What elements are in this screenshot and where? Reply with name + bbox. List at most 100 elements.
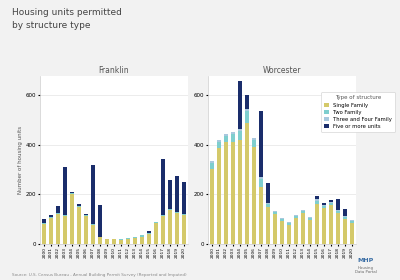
Bar bbox=[308, 218, 312, 220]
Bar bbox=[301, 210, 305, 211]
Bar bbox=[315, 204, 319, 244]
Bar bbox=[42, 219, 46, 223]
Bar bbox=[350, 221, 354, 223]
Bar bbox=[160, 216, 165, 244]
Bar bbox=[259, 178, 263, 179]
Bar bbox=[252, 147, 256, 244]
Bar bbox=[342, 216, 347, 217]
Bar bbox=[56, 214, 60, 244]
Bar bbox=[133, 238, 137, 244]
Bar bbox=[238, 129, 242, 131]
Bar bbox=[336, 211, 340, 213]
Bar bbox=[294, 218, 298, 244]
Bar bbox=[147, 233, 151, 234]
Bar bbox=[70, 192, 74, 193]
Bar bbox=[70, 193, 74, 194]
Bar bbox=[98, 237, 102, 244]
Bar bbox=[322, 208, 326, 244]
Bar bbox=[245, 109, 249, 111]
Bar bbox=[140, 235, 144, 237]
Text: MHP: MHP bbox=[358, 258, 374, 263]
Bar bbox=[49, 217, 54, 218]
Bar bbox=[63, 167, 68, 215]
Bar bbox=[154, 223, 158, 244]
Bar bbox=[126, 238, 130, 239]
Bar bbox=[91, 224, 95, 225]
Bar bbox=[63, 216, 68, 244]
Bar bbox=[174, 213, 179, 244]
Bar bbox=[280, 218, 284, 220]
Bar bbox=[210, 169, 214, 244]
Bar bbox=[287, 222, 291, 223]
Bar bbox=[126, 239, 130, 244]
Bar bbox=[210, 163, 214, 169]
Bar bbox=[231, 134, 236, 142]
Bar bbox=[273, 212, 277, 214]
Bar bbox=[245, 111, 249, 123]
Bar bbox=[287, 223, 291, 225]
Bar bbox=[266, 203, 270, 204]
Bar bbox=[245, 95, 249, 109]
Bar bbox=[182, 215, 186, 244]
Bar bbox=[217, 148, 222, 244]
Bar bbox=[231, 132, 236, 134]
Bar bbox=[98, 205, 102, 237]
Text: Source: U.S. Census Bureau - Annual Building Permit Survey (Reported and Imputed: Source: U.S. Census Bureau - Annual Buil… bbox=[12, 273, 187, 277]
Bar bbox=[217, 140, 222, 142]
Bar bbox=[308, 217, 312, 218]
Bar bbox=[322, 203, 326, 205]
Bar bbox=[280, 220, 284, 221]
Bar bbox=[174, 176, 179, 212]
Bar bbox=[259, 179, 263, 187]
Bar bbox=[91, 165, 95, 224]
Bar bbox=[133, 237, 137, 238]
Bar bbox=[77, 207, 81, 244]
Text: Housing
Data Portal: Housing Data Portal bbox=[355, 266, 377, 274]
Bar bbox=[350, 220, 354, 221]
Bar bbox=[119, 239, 123, 240]
Bar bbox=[168, 179, 172, 209]
Bar bbox=[42, 224, 46, 244]
Bar bbox=[147, 231, 151, 233]
Bar bbox=[294, 215, 298, 216]
Bar bbox=[77, 204, 81, 206]
Bar bbox=[160, 158, 165, 215]
Bar bbox=[84, 216, 88, 244]
Bar bbox=[174, 212, 179, 213]
Title: Worcester: Worcester bbox=[263, 66, 301, 75]
Bar bbox=[315, 196, 319, 199]
Bar bbox=[273, 211, 277, 212]
Bar bbox=[336, 210, 340, 211]
Bar bbox=[259, 187, 263, 244]
Bar bbox=[245, 123, 249, 244]
Bar bbox=[210, 161, 214, 163]
Bar bbox=[315, 201, 319, 204]
Bar bbox=[140, 237, 144, 244]
Bar bbox=[273, 214, 277, 244]
Bar bbox=[182, 182, 186, 214]
Bar bbox=[77, 206, 81, 207]
Bar bbox=[63, 215, 68, 216]
Bar bbox=[350, 223, 354, 244]
Bar bbox=[308, 220, 312, 244]
Bar bbox=[224, 134, 228, 136]
Bar bbox=[336, 199, 340, 210]
Bar bbox=[328, 200, 333, 202]
Bar bbox=[224, 142, 228, 244]
Bar bbox=[217, 142, 222, 148]
Bar bbox=[91, 225, 95, 244]
Bar bbox=[224, 136, 228, 142]
Bar bbox=[328, 205, 333, 244]
Bar bbox=[252, 140, 256, 147]
Bar bbox=[168, 209, 172, 210]
Bar bbox=[56, 206, 60, 213]
Bar bbox=[259, 111, 263, 178]
Bar bbox=[342, 209, 347, 216]
Bar bbox=[280, 221, 284, 244]
Bar bbox=[70, 194, 74, 244]
Bar bbox=[160, 215, 165, 216]
Bar bbox=[266, 204, 270, 207]
Text: Housing units permitted
by structure type: Housing units permitted by structure typ… bbox=[12, 8, 122, 30]
Bar bbox=[328, 203, 333, 205]
Bar bbox=[42, 223, 46, 224]
